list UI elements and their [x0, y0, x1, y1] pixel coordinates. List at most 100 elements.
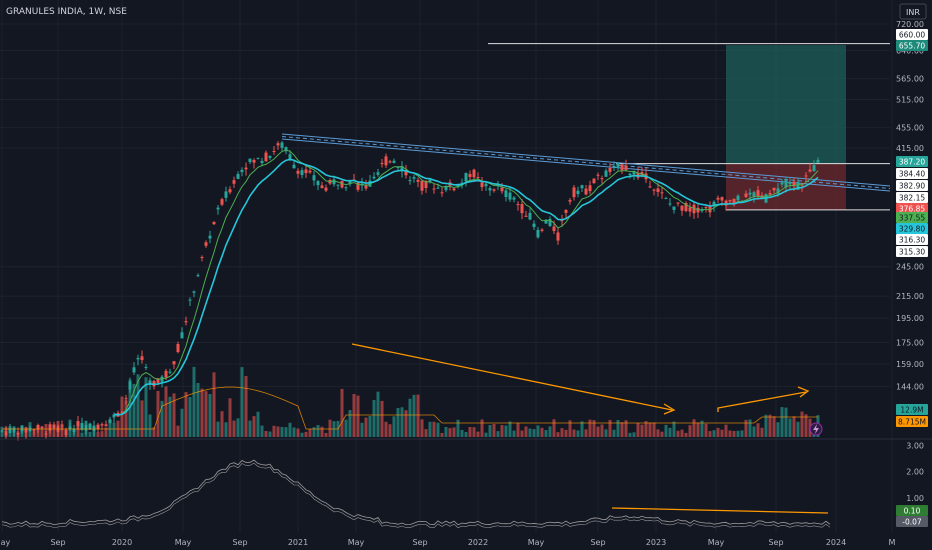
volume-bar — [280, 426, 284, 437]
candle-body — [672, 206, 676, 210]
candle-body — [288, 154, 292, 160]
volume-bar — [704, 423, 708, 437]
price-tick-label: 565.00 — [896, 75, 924, 84]
candle-body — [720, 197, 724, 201]
volume-bar — [348, 410, 352, 437]
volume-bar — [176, 425, 180, 437]
candle-body — [320, 185, 324, 188]
volume-bar — [528, 428, 532, 437]
time-tick-label: May — [708, 538, 725, 547]
volume-bar — [360, 422, 364, 437]
candle-body — [700, 210, 704, 212]
volume-bar — [252, 416, 256, 437]
price-tick-label: 144.00 — [896, 382, 924, 391]
volume-bar — [572, 429, 576, 437]
candle-body — [132, 367, 136, 373]
volume-bar — [292, 427, 296, 437]
volume-bar — [212, 372, 216, 437]
candle-body — [408, 180, 412, 182]
volume-bar — [688, 425, 692, 437]
time-axis[interactable]: May Sep 2020 May Sep 2021 May Sep 2022 May Sep 2023… — [0, 538, 896, 547]
candle-body — [100, 424, 104, 426]
osc-tick-label: 2.00 — [906, 468, 924, 477]
volume-bar — [672, 421, 676, 437]
candle-body — [716, 197, 720, 200]
volume-bar — [592, 420, 596, 437]
volume-bar — [260, 425, 264, 437]
candle-body — [420, 180, 424, 191]
volume-bar — [100, 431, 104, 437]
channel-line — [281, 133, 891, 187]
candle-body — [168, 371, 172, 373]
price-tag-level — [896, 29, 928, 40]
candle-body — [156, 378, 160, 383]
currency-label: INR — [906, 8, 920, 17]
candle-body — [200, 257, 204, 259]
target-zone — [726, 45, 846, 164]
candle-body — [736, 195, 740, 201]
volume-bar — [556, 432, 560, 437]
candle-body — [72, 428, 76, 433]
candle-body — [748, 192, 752, 195]
candle-body — [532, 223, 536, 228]
volume-bar — [60, 424, 64, 437]
volume-bar — [308, 428, 312, 437]
candle-body — [712, 201, 716, 207]
volume-bar — [52, 429, 56, 437]
volume-bar — [568, 420, 572, 437]
candle-body — [656, 188, 660, 192]
candle-body — [224, 191, 228, 198]
candle-body — [120, 411, 124, 413]
time-tick-label: 2020 — [112, 538, 132, 547]
price-tag-label: 337.55 — [899, 214, 925, 223]
candle-body — [376, 172, 380, 175]
volume-bar — [108, 422, 112, 437]
price-tag-stop — [896, 203, 928, 214]
candle-body — [784, 179, 788, 188]
candle-body — [228, 189, 232, 193]
volume-bar — [576, 430, 580, 437]
candle-body — [196, 275, 200, 277]
candle-body — [140, 356, 144, 361]
price-tag-label: 382.90 — [899, 182, 925, 191]
price-tag-label: 660.00 — [899, 31, 925, 40]
price-tick-label: 159.00 — [896, 360, 924, 369]
volume-bar — [472, 427, 476, 437]
price-tick-label: 515.00 — [896, 95, 924, 104]
volume-bar — [364, 417, 368, 437]
arrow-head — [797, 386, 810, 398]
candle-body — [308, 170, 312, 173]
candle-body — [588, 185, 592, 192]
volume-bar — [560, 428, 564, 437]
volume-bar — [388, 424, 392, 437]
osc-tick-label: 1.00 — [906, 494, 924, 503]
currency-button[interactable] — [899, 3, 927, 20]
price-tag-ma_slow — [896, 223, 928, 234]
osc-line — [1, 459, 831, 526]
volume-bar — [112, 422, 116, 437]
volume-bar — [780, 407, 784, 437]
volume-bar — [512, 430, 516, 437]
volume-bar — [216, 421, 220, 437]
volume-bar — [164, 386, 168, 437]
candle-body — [76, 421, 80, 427]
candle-body — [184, 321, 188, 323]
candle-body — [252, 160, 256, 163]
price-axis[interactable]: 720.00 640.00 565.00 515.00 455.00 415.00 245.… — [896, 20, 924, 391]
candle-body — [284, 147, 288, 152]
volume-uptrend-line — [717, 391, 807, 412]
volume-bar — [204, 391, 208, 437]
candle-body — [260, 160, 264, 163]
volume-bar — [652, 422, 656, 437]
time-tick-label: May — [348, 538, 365, 547]
candle-body — [620, 164, 624, 171]
time-tick-label: Sep — [590, 538, 605, 547]
volume-bar — [244, 376, 248, 437]
volume-bar — [636, 422, 640, 437]
volume-bar — [624, 420, 628, 437]
volume-bar — [104, 427, 108, 437]
candle-body — [792, 181, 796, 187]
candle-body — [404, 170, 408, 176]
volume-bar — [776, 422, 780, 437]
